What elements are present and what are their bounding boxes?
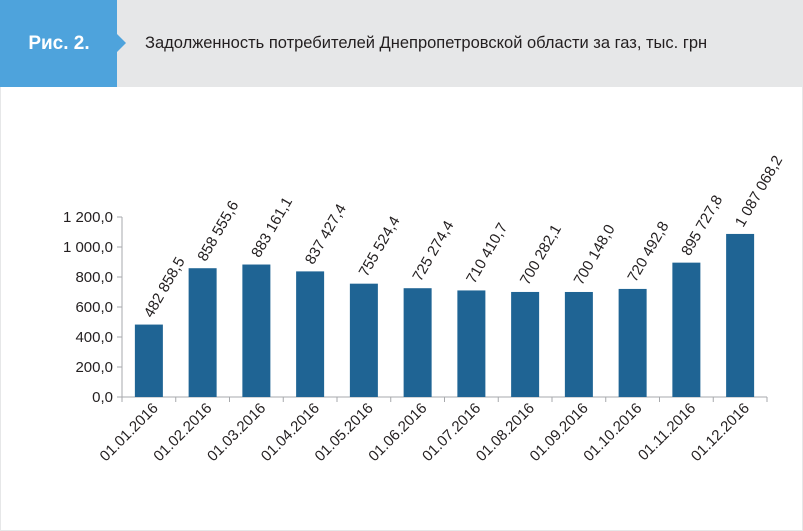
x-tick-label: 01.12.2016	[688, 400, 753, 465]
data-label: 725 274,4	[409, 218, 457, 284]
bar	[242, 264, 271, 397]
data-label: 720 492,8	[624, 219, 672, 285]
data-label: 700 148,0	[571, 222, 619, 288]
data-label: 883 161,1	[248, 194, 296, 260]
bar	[296, 271, 325, 397]
y-tick-label: 400,0	[75, 329, 113, 346]
bar	[188, 268, 217, 397]
figure-number: Рис. 2.	[28, 32, 90, 54]
bar	[726, 233, 755, 397]
figure-header: Рис. 2. Задолженность потребителей Днепр…	[0, 0, 803, 87]
bar-chart: 0,0 200,0 400,0 600,0 800,0 1 000,0 1 200,0 482…	[63, 153, 786, 465]
y-tick-label: 200,0	[75, 359, 113, 376]
data-label: 1 087 068,2	[732, 153, 786, 230]
y-tick-label: 800,0	[75, 269, 113, 286]
data-label: 858 555,6	[194, 198, 242, 264]
badge-shape	[0, 0, 126, 87]
y-tick-label: 1 200,0	[63, 209, 113, 226]
data-label: 710 410,7	[463, 220, 511, 286]
y-tick-label: 600,0	[75, 299, 113, 316]
bar	[457, 290, 486, 397]
y-tick-label: 0,0	[92, 389, 113, 406]
bar	[403, 288, 432, 397]
figure-title: Задолженность потребителей Днепропетровс…	[145, 34, 708, 52]
bar	[618, 288, 647, 397]
bar	[134, 324, 163, 397]
bar	[349, 283, 378, 397]
bar	[672, 262, 701, 397]
bar	[564, 291, 593, 397]
y-tick-label: 1 000,0	[63, 239, 113, 256]
data-label: 755 524,4	[356, 213, 404, 279]
data-label: 895 727,8	[678, 192, 726, 258]
data-label: 482 858,5	[141, 254, 189, 320]
chart-panel: 0,0 200,0 400,0 600,0 800,0 1 000,0 1 200,0 482…	[0, 87, 803, 531]
data-label: 700 282,1	[517, 222, 565, 288]
figure-number-badge: Рис. 2.	[0, 0, 128, 87]
x-tick-label: 01.10.2016	[580, 400, 645, 465]
bar	[511, 291, 540, 397]
data-label: 837 427,4	[302, 201, 350, 267]
